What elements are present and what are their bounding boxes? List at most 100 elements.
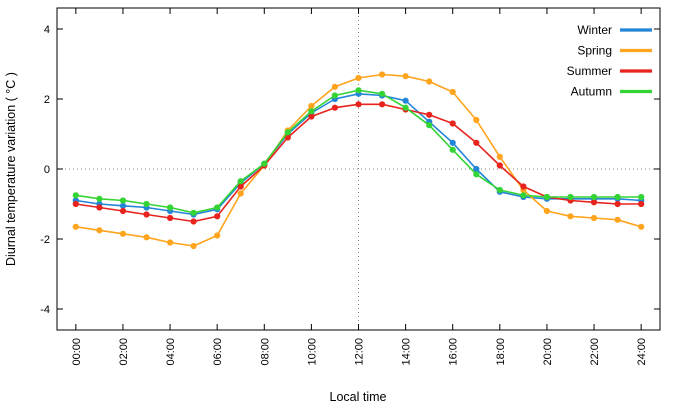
data-point-summer xyxy=(496,162,503,169)
data-point-autumn xyxy=(379,90,386,97)
data-point-autumn xyxy=(237,178,244,185)
data-point-winter xyxy=(119,202,127,209)
data-point-autumn xyxy=(567,193,574,201)
y-tick-label: -2 xyxy=(40,234,50,246)
data-point-spring xyxy=(143,234,150,241)
data-point-autumn xyxy=(473,171,480,178)
data-point-spring xyxy=(96,227,103,234)
data-point-spring xyxy=(308,102,315,110)
series-line-summer xyxy=(75,103,642,223)
x-axis-title: Local time xyxy=(330,390,387,404)
x-tick-label: 04:00 xyxy=(165,338,177,366)
data-point-summer xyxy=(590,199,598,206)
data-point-spring xyxy=(543,207,551,215)
data-point-summer xyxy=(331,104,338,111)
data-point-autumn xyxy=(119,197,127,204)
data-point-spring xyxy=(449,88,456,96)
data-point-summer xyxy=(308,113,315,120)
data-point-spring xyxy=(567,213,574,220)
data-point-spring xyxy=(614,216,621,223)
data-point-summer xyxy=(284,134,291,141)
data-point-autumn xyxy=(402,104,409,111)
data-point-autumn xyxy=(496,186,503,194)
x-tick-label: 16:00 xyxy=(448,338,460,366)
y-tick-label: -4 xyxy=(40,304,50,316)
data-point-autumn xyxy=(520,192,527,199)
legend-label: Winter xyxy=(577,23,612,37)
data-point-spring xyxy=(496,153,503,160)
x-tick-label: 22:00 xyxy=(589,338,601,366)
data-point-winter xyxy=(402,97,409,104)
data-point-spring xyxy=(331,83,338,90)
data-point-summer xyxy=(237,183,244,190)
data-point-summer xyxy=(143,211,150,218)
legend-item-autumn: Autumn xyxy=(571,85,652,99)
y-tick-label: 4 xyxy=(44,24,50,36)
data-point-spring xyxy=(237,190,244,197)
x-tick-label: 08:00 xyxy=(259,338,271,366)
data-point-spring xyxy=(355,74,362,82)
data-point-summer xyxy=(614,200,621,208)
data-point-autumn xyxy=(590,193,598,201)
x-tick-label: 06:00 xyxy=(212,338,224,366)
data-point-autumn xyxy=(355,87,362,94)
data-point-summer xyxy=(473,139,480,146)
data-point-summer xyxy=(426,111,433,118)
x-tick-label: 18:00 xyxy=(495,338,507,366)
x-tick-label: 20:00 xyxy=(542,338,554,366)
legend-label: Spring xyxy=(577,44,612,58)
data-point-autumn xyxy=(308,108,315,115)
data-point-autumn xyxy=(426,122,433,129)
data-point-summer xyxy=(638,200,645,208)
data-point-autumn xyxy=(543,193,551,201)
y-axis-title: Diurnal temperature variation ( °C ) xyxy=(4,72,18,266)
data-point-spring xyxy=(402,73,409,80)
data-point-winter xyxy=(473,165,480,173)
legend-label: Autumn xyxy=(571,85,612,99)
data-point-winter xyxy=(449,139,456,146)
x-tick-label: 24:00 xyxy=(636,338,648,366)
data-point-spring xyxy=(426,78,433,85)
data-point-spring xyxy=(72,223,79,230)
data-point-spring xyxy=(590,214,598,222)
data-point-summer xyxy=(449,120,456,127)
data-point-summer xyxy=(355,101,362,108)
data-point-autumn xyxy=(72,192,79,199)
x-tick-label: 14:00 xyxy=(401,338,413,366)
data-point-autumn xyxy=(261,160,268,167)
data-point-autumn xyxy=(143,200,150,208)
data-point-autumn xyxy=(449,146,456,153)
data-point-autumn xyxy=(331,92,338,99)
data-point-autumn xyxy=(96,195,103,202)
data-point-summer xyxy=(520,183,527,190)
data-point-autumn xyxy=(190,209,197,216)
data-point-summer xyxy=(96,204,103,211)
data-point-autumn xyxy=(167,204,174,211)
data-point-spring xyxy=(119,230,127,237)
data-point-summer xyxy=(214,213,221,220)
y-tick-label: 2 xyxy=(44,94,50,106)
x-tick-label: 12:00 xyxy=(354,338,366,366)
data-point-autumn xyxy=(284,129,291,136)
legend-item-summer: Summer xyxy=(567,64,652,78)
x-tick-label: 02:00 xyxy=(118,338,130,366)
data-point-autumn xyxy=(614,193,621,201)
legend-item-spring: Spring xyxy=(577,44,652,58)
data-point-spring xyxy=(190,242,197,250)
x-tick-label: 10:00 xyxy=(306,338,318,366)
data-point-summer xyxy=(72,200,79,208)
data-point-summer xyxy=(119,207,127,215)
data-point-autumn xyxy=(214,204,221,211)
data-point-spring xyxy=(638,223,645,230)
data-point-spring xyxy=(167,239,174,246)
y-tick-label: 0 xyxy=(44,164,50,176)
data-point-summer xyxy=(379,101,386,108)
legend-item-winter: Winter xyxy=(577,23,652,37)
data-point-spring xyxy=(473,116,480,124)
x-tick-label: 00:00 xyxy=(71,338,83,366)
plot-layer: 00:00 02:00 04:00 06:00 08:00 10:00 12:00 14:00… xyxy=(40,7,661,366)
legend-label: Summer xyxy=(567,64,612,78)
data-point-summer xyxy=(190,218,197,225)
